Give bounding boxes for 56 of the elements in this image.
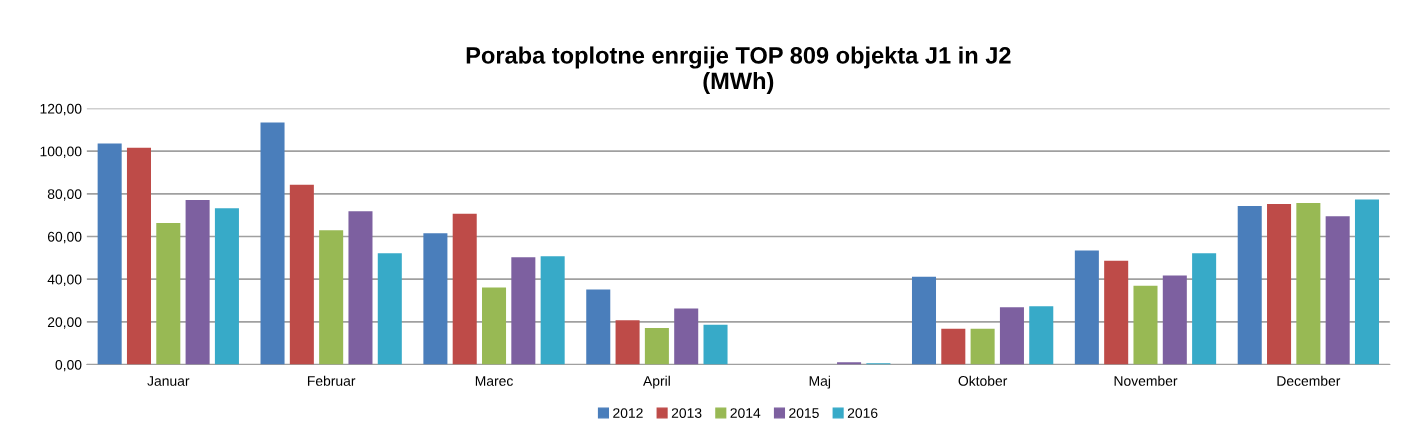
bar [1354, 199, 1380, 365]
bar [289, 184, 314, 365]
bar [644, 328, 669, 365]
bar [1104, 260, 1129, 365]
legend-label: 2012 [613, 408, 643, 418]
bar [911, 276, 937, 365]
bar [1237, 206, 1262, 365]
bar [1192, 253, 1217, 365]
bar [1325, 216, 1350, 365]
bar [1074, 250, 1099, 365]
y-tick-label: 20,00 [47, 317, 82, 329]
x-tick-label: April [643, 375, 670, 389]
bar [348, 211, 373, 365]
bar [999, 307, 1024, 365]
bar [423, 233, 448, 365]
legend-label: 2015 [789, 408, 819, 418]
y-tick-label: 40,00 [47, 274, 82, 287]
bar [941, 328, 966, 365]
bar [126, 147, 151, 365]
chart-title: Poraba toplotne enrgije TOP 809 objekta J1 in J2 (MWh) [466, 46, 1011, 94]
bar [1296, 203, 1321, 365]
x-tick-label: December [1277, 375, 1341, 386]
bar [482, 287, 507, 365]
bar [156, 223, 181, 365]
bar [185, 200, 210, 365]
bar [97, 143, 122, 365]
bar [260, 122, 285, 365]
bar [970, 328, 995, 365]
y-tick-label: 100,00 [40, 146, 82, 158]
bar [540, 256, 565, 365]
bar [586, 289, 611, 365]
x-tick-label: Marec [475, 376, 513, 386]
y-tick-label: 80,00 [47, 189, 82, 201]
bar [319, 230, 344, 365]
x-tick-label: Februar [307, 375, 356, 386]
y-tick-label: 120,00 [40, 103, 82, 116]
bar [1162, 275, 1187, 365]
y-tick-label: 60,00 [47, 231, 82, 244]
legend-label: 2016 [847, 408, 878, 418]
bar [511, 257, 536, 365]
x-tick-label: Oktober [958, 375, 1008, 386]
bar [214, 208, 239, 365]
legend-label: 2013 [671, 408, 702, 418]
x-tick-label: Januar [147, 376, 190, 386]
bar [1267, 204, 1292, 365]
bar [1133, 285, 1158, 365]
x-tick-label: November [1114, 375, 1178, 386]
x-tick-label: Maj [809, 375, 831, 389]
bar [377, 253, 402, 365]
bar [615, 320, 640, 365]
bar [1029, 306, 1054, 365]
bar [703, 324, 728, 365]
y-tick-label: 0,00 [55, 359, 82, 372]
legend-label: 2014 [730, 408, 761, 418]
bar [452, 213, 477, 365]
bar [674, 308, 699, 365]
